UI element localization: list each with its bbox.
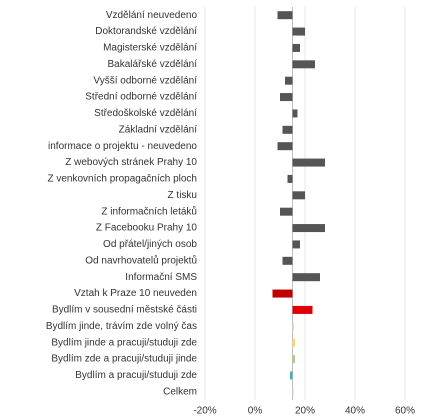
bar	[292, 338, 295, 347]
bar	[277, 11, 293, 20]
y-tick-label: Od přátel/jiných osob	[103, 239, 197, 250]
y-tick-label: Informační SMS	[125, 272, 197, 283]
y-tick-label: informace o projektu - neuvedeno	[48, 141, 197, 152]
y-tick-label: Střední odborné vzdělání	[85, 92, 197, 103]
bar	[292, 109, 298, 118]
x-tick-label: 40%	[345, 406, 365, 417]
y-tick-label: Magisterské vzdělání	[103, 43, 197, 54]
y-tick-label: Celkem	[163, 386, 197, 397]
bar	[292, 191, 305, 200]
bar	[290, 371, 293, 380]
bar	[292, 43, 300, 52]
bar	[282, 125, 293, 134]
bar	[292, 27, 305, 36]
x-tick-label: -20%	[193, 406, 216, 417]
bar	[292, 273, 320, 282]
y-tick-label: Bydlím jinde a pracuji/studuji zde	[51, 337, 197, 348]
bar	[292, 355, 295, 364]
y-tick-label: Bydlím zde a pracuji/studuji jinde	[51, 354, 197, 365]
bar	[292, 224, 325, 233]
bar	[292, 240, 300, 249]
y-tick-label: Vztah k Praze 10 neuveden	[74, 288, 197, 299]
bar	[277, 142, 293, 151]
bar	[292, 305, 313, 314]
y-tick-label: Bydlím jinde, trávím zde volný čas	[46, 321, 197, 332]
y-tick-label: Vzdělání neuvedeno	[106, 10, 198, 21]
x-tick-label: 20%	[295, 406, 315, 417]
bar	[292, 60, 315, 69]
y-tick-label: Z Facebooku Prahy 10	[96, 223, 198, 234]
x-tick-label: 60%	[395, 406, 415, 417]
y-tick-label: Doktorandské vzdělání	[95, 26, 197, 37]
bar	[292, 322, 294, 331]
bar	[292, 387, 294, 396]
bar	[280, 93, 293, 102]
y-tick-label: Vyšší odborné vzdělání	[93, 75, 197, 86]
bar	[285, 76, 293, 85]
y-tick-label: Bydlím a pracuji/studuji zde	[75, 370, 197, 381]
y-tick-label: Z tisku	[168, 190, 197, 201]
bar	[280, 207, 293, 216]
bar	[272, 289, 293, 298]
bar	[287, 174, 293, 183]
y-tick-label: Základní vzdělání	[119, 124, 198, 135]
y-tick-label: Z informačních letáků	[101, 205, 197, 217]
y-tick-label: Z venkovních propagačních ploch	[47, 174, 197, 185]
y-tick-label: Bakalářské vzdělání	[108, 59, 198, 70]
bar	[292, 158, 325, 167]
y-tick-label: Středoškolské vzdělání	[94, 108, 197, 119]
y-tick-label: Bydlím v sousední městské části	[52, 305, 197, 316]
y-tick-label: Z webových stránek Prahy 10	[65, 157, 197, 168]
y-tick-label: Od navrhovatelů projektů	[85, 254, 197, 266]
x-tick-label: 0%	[248, 406, 263, 417]
bar	[282, 256, 293, 265]
